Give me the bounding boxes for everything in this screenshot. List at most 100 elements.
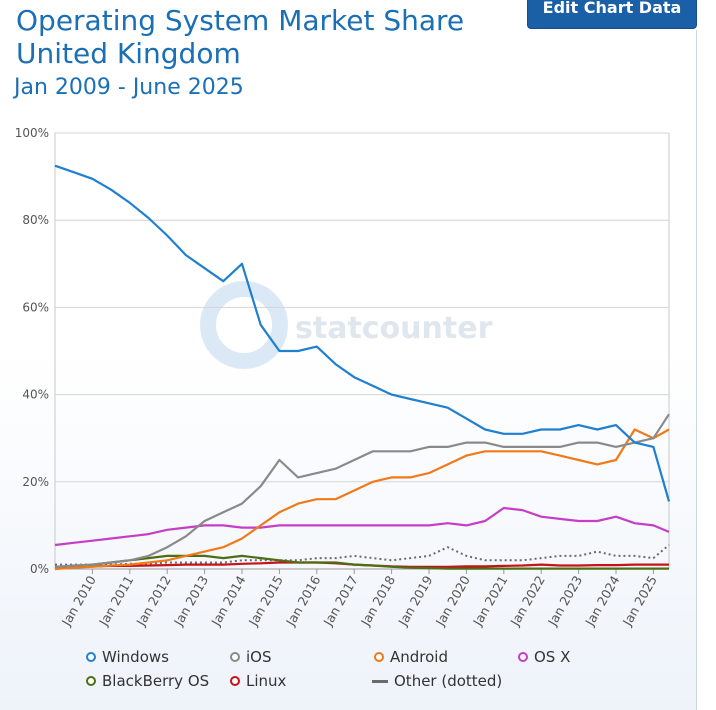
data-point-android[interactable] [610,454,622,466]
data-point-windows[interactable] [498,428,510,440]
data-point-ios[interactable] [554,441,566,453]
data-point-os-x[interactable] [479,515,491,527]
data-point-os-x[interactable] [423,519,435,531]
data-point-android[interactable] [404,471,416,483]
data-point-ios[interactable] [105,557,117,569]
data-point-os-x[interactable] [591,515,603,527]
data-point-windows[interactable] [573,419,585,431]
data-point-android[interactable] [386,471,398,483]
data-point-windows[interactable] [143,212,155,224]
data-point-ios[interactable] [610,441,622,453]
data-point-windows[interactable] [591,424,603,436]
data-point-windows[interactable] [663,495,675,507]
data-point-other-dotted[interactable] [423,550,435,562]
data-point-blackberry-os[interactable] [479,563,491,575]
data-point-blackberry-os[interactable] [367,560,379,572]
data-point-os-x[interactable] [535,511,547,523]
data-point-ios[interactable] [404,445,416,457]
data-point-windows[interactable] [442,402,454,414]
data-point-os-x[interactable] [273,519,285,531]
data-point-blackberry-os[interactable] [535,563,547,575]
data-point-ios[interactable] [460,437,472,449]
data-point-os-x[interactable] [610,511,622,523]
data-point-windows[interactable] [610,419,622,431]
data-point-blackberry-os[interactable] [330,557,342,569]
data-point-ios[interactable] [311,467,323,479]
data-point-os-x[interactable] [647,519,659,531]
data-point-windows[interactable] [255,319,267,331]
data-point-blackberry-os[interactable] [348,559,360,571]
data-point-ios[interactable] [663,408,675,420]
data-point-android[interactable] [330,493,342,505]
data-point-android[interactable] [255,519,267,531]
data-point-other-dotted[interactable] [663,539,675,551]
data-point-ios[interactable] [236,498,248,510]
data-point-ios[interactable] [143,550,155,562]
data-point-os-x[interactable] [663,526,675,538]
data-point-windows[interactable] [180,249,192,261]
data-point-os-x[interactable] [68,537,80,549]
data-point-blackberry-os[interactable] [629,563,641,575]
legend-item-blackberry[interactable]: BlackBerry OS [86,672,209,690]
data-point-blackberry-os[interactable] [404,562,416,574]
data-point-blackberry-os[interactable] [255,552,267,564]
data-point-android[interactable] [442,458,454,470]
data-point-windows[interactable] [460,413,472,425]
data-point-ios[interactable] [217,506,229,518]
legend-item-linux[interactable]: Linux [230,672,286,690]
edit-chart-data-button[interactable]: Edit Chart Data [527,0,697,29]
data-point-windows[interactable] [199,262,211,274]
data-point-other-dotted[interactable] [442,541,454,553]
data-point-android[interactable] [236,533,248,545]
data-point-blackberry-os[interactable] [442,563,454,575]
data-point-other-dotted[interactable] [591,546,603,558]
data-point-windows[interactable] [629,437,641,449]
data-point-blackberry-os[interactable] [517,563,529,575]
data-point-os-x[interactable] [311,519,323,531]
data-point-os-x[interactable] [49,539,61,551]
data-point-os-x[interactable] [217,519,229,531]
data-point-ios[interactable] [386,445,398,457]
data-point-blackberry-os[interactable] [311,557,323,569]
data-point-os-x[interactable] [143,528,155,540]
data-point-windows[interactable] [124,197,136,209]
data-point-android[interactable] [663,424,675,436]
data-point-os-x[interactable] [292,519,304,531]
data-point-os-x[interactable] [330,519,342,531]
data-point-android[interactable] [573,454,585,466]
data-point-blackberry-os[interactable] [573,563,585,575]
data-point-os-x[interactable] [460,519,472,531]
data-point-windows[interactable] [348,371,360,383]
data-point-windows[interactable] [367,380,379,392]
data-point-windows[interactable] [404,393,416,405]
data-point-ios[interactable] [49,561,61,573]
data-point-windows[interactable] [423,397,435,409]
data-point-windows[interactable] [236,258,248,270]
data-point-windows[interactable] [535,424,547,436]
data-point-android[interactable] [629,424,641,436]
legend-item-windows[interactable]: Windows [86,648,169,666]
data-point-blackberry-os[interactable] [610,563,622,575]
data-point-blackberry-os[interactable] [423,562,435,574]
data-point-os-x[interactable] [86,535,98,547]
data-point-blackberry-os[interactable] [236,550,248,562]
data-point-ios[interactable] [573,437,585,449]
legend-item-osx[interactable]: OS X [518,648,570,666]
data-point-os-x[interactable] [442,517,454,529]
data-point-ios[interactable] [479,437,491,449]
data-point-windows[interactable] [86,173,98,185]
data-point-os-x[interactable] [517,504,529,516]
data-point-os-x[interactable] [105,533,117,545]
data-point-windows[interactable] [554,424,566,436]
legend-item-ios[interactable]: iOS [230,648,272,666]
data-point-ios[interactable] [423,441,435,453]
data-point-ios[interactable] [68,560,80,572]
data-point-windows[interactable] [161,230,173,242]
data-point-android[interactable] [460,450,472,462]
data-point-blackberry-os[interactable] [498,563,510,575]
data-point-other-dotted[interactable] [460,550,472,562]
data-point-os-x[interactable] [124,530,136,542]
data-point-android[interactable] [591,458,603,470]
data-point-os-x[interactable] [629,517,641,529]
data-point-blackberry-os[interactable] [292,557,304,569]
